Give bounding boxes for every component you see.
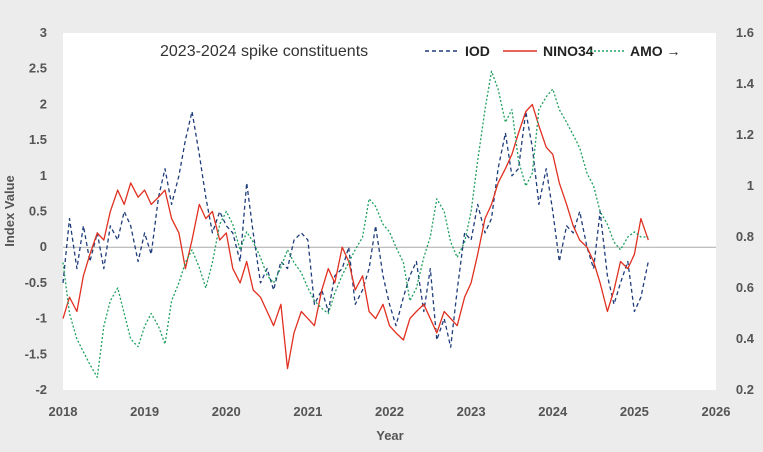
x-tick-label-7: 2025 (620, 404, 649, 419)
legend: IOD NINO34 AMO → (425, 43, 681, 59)
x-tick-label-8: 2026 (702, 404, 731, 419)
x-tick-label-2: 2020 (212, 404, 241, 419)
y2-tick-label-5: 1.2 (736, 127, 754, 142)
y2-tick-label-0: 0.2 (736, 382, 754, 397)
y-tick-label-6: 1 (40, 168, 47, 183)
plot-area (63, 33, 716, 390)
x-axis-label: Year (376, 428, 403, 443)
y2-tick-label-7: 1.6 (736, 25, 754, 40)
y-axis-label: Index Value (2, 175, 17, 247)
y2-tick-label-4: 1 (747, 178, 754, 193)
y2-tick-label-3: 0.8 (736, 229, 754, 244)
chart-title: 2023-2024 spike constituents (160, 43, 368, 60)
y-tick-label-3: -0.5 (25, 275, 47, 290)
y-tick-label-2: -1 (35, 311, 47, 326)
y2-tick-label-1: 0.4 (736, 331, 755, 346)
y-tick-label-1: -1.5 (25, 346, 47, 361)
y-tick-label-7: 1.5 (29, 132, 47, 147)
y-tick-label-10: 3 (40, 25, 47, 40)
y2-tick-label-2: 0.6 (736, 280, 754, 295)
x-tick-label-0: 2018 (49, 404, 78, 419)
series-line-iod (62, 110, 649, 348)
x-axis-ticks: 2018 2019 2020 2021 2022 2023 2024 2025 2026 (49, 404, 731, 419)
y-tick-label-9: 2.5 (29, 61, 47, 76)
x-tick-label-3: 2021 (293, 404, 322, 419)
legend-label-0: IOD (465, 43, 490, 59)
x-tick-label-5: 2023 (457, 404, 486, 419)
legend-label-1: NINO34 (543, 43, 594, 59)
right-axis-ticks: 0.2 0.4 0.6 0.8 1 1.2 1.4 1.6 (736, 25, 755, 397)
x-tick-label-1: 2019 (130, 404, 159, 419)
y-tick-label-5: 0.5 (29, 204, 47, 219)
legend-label-2: AMO → (630, 43, 681, 59)
series-line-nino34 (62, 103, 649, 370)
y2-tick-label-6: 1.4 (736, 76, 755, 91)
y-tick-label-4: 0 (40, 239, 47, 254)
left-axis-ticks: -2 -1.5 -1 -0.5 0 0.5 1 1.5 2 2.5 3 (25, 25, 47, 397)
x-tick-label-6: 2024 (538, 404, 568, 419)
y-tick-label-8: 2 (40, 96, 47, 111)
series-line-amo (62, 70, 649, 378)
series-layer (62, 70, 649, 378)
y-tick-label-0: -2 (35, 382, 47, 397)
x-tick-label-4: 2022 (375, 404, 404, 419)
